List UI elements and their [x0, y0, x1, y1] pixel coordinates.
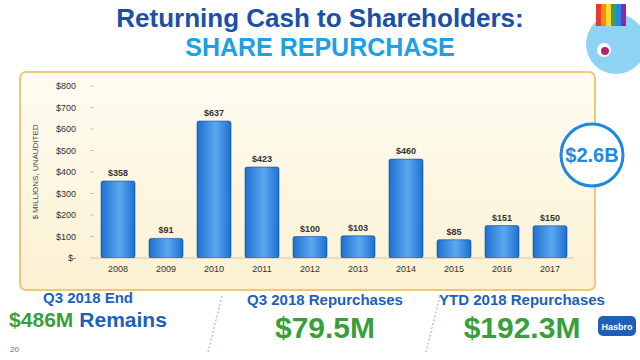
page-number: 20 — [10, 345, 19, 354]
y-tick-label: $200 — [56, 210, 76, 220]
bars — [101, 121, 567, 258]
y-axis-label: $ MILLIONS, UNAUDITED — [31, 124, 40, 219]
slide-canvas: Returning Cash to Shareholders:SHARE REP… — [0, 0, 640, 360]
data-label: $103 — [348, 223, 368, 233]
data-label: $100 — [300, 224, 320, 234]
x-tick-label: 2012 — [300, 264, 320, 274]
y-tick-label: $700 — [56, 103, 76, 113]
callout-value: $79.5M — [275, 311, 375, 344]
x-tick-label: 2009 — [156, 264, 176, 274]
mascot-mane — [621, 4, 626, 26]
bar — [437, 240, 471, 258]
y-tick-label: $600 — [56, 124, 76, 134]
callout-value: $192.3M — [464, 311, 581, 344]
callout-value: $486M — [9, 308, 73, 331]
x-tick-label: 2013 — [348, 264, 368, 274]
x-tick-label: 2008 — [108, 264, 128, 274]
y-tick-label: $500 — [56, 146, 76, 156]
y-tick — [90, 150, 94, 151]
y-tick — [90, 172, 94, 173]
slide: Returning Cash to Shareholders:SHARE REP… — [0, 0, 640, 360]
bar — [389, 159, 423, 258]
x-tick-label: 2010 — [204, 264, 224, 274]
y-tick-label: $300 — [56, 189, 76, 199]
chart-panel — [20, 72, 595, 290]
bar — [197, 121, 231, 258]
bar — [341, 236, 375, 258]
data-label: $460 — [396, 146, 416, 156]
bar — [533, 226, 567, 258]
y-tick — [90, 193, 94, 194]
data-label: $85 — [446, 227, 461, 237]
y-tick-label: $400 — [56, 167, 76, 177]
y-tick — [90, 86, 94, 87]
total-badge: $2.6B — [561, 124, 623, 186]
mascot — [586, 4, 640, 74]
logo-badge — [598, 316, 636, 336]
bar — [293, 237, 327, 259]
y-tick — [90, 215, 94, 216]
mascot-mane — [596, 4, 601, 26]
mascot-mane — [601, 4, 606, 26]
total-badge-circle — [561, 124, 623, 186]
x-tick-label: 2017 — [540, 264, 560, 274]
x-tick-label: 2016 — [492, 264, 512, 274]
mascot-mane — [606, 4, 611, 26]
data-label: $358 — [108, 168, 128, 178]
logo-text: Hasbro — [601, 322, 633, 332]
data-label: $423 — [252, 154, 272, 164]
x-axis: 2008 2009 2010 2011 2012 2013 2014 2015 2016 2017 — [108, 264, 560, 274]
title: Returning Cash to Shareholders: — [116, 3, 523, 33]
callouts: Q3 2018 End $486M Remains Q3 2018 Repurchas… — [9, 289, 605, 352]
mascot-mane — [611, 4, 616, 26]
data-labels: $358 $91 $637 $423 $100 $103 $460 $85 $151 $150 — [108, 108, 560, 237]
bar — [101, 181, 135, 258]
x-tick-label: 2015 — [444, 264, 464, 274]
y-tick — [90, 107, 94, 108]
y-tick-label: $800 — [56, 81, 76, 91]
y-tick — [90, 129, 94, 130]
callout-label: Q3 2018 End — [43, 289, 133, 306]
callout-label: Q3 2018 Repurchases — [247, 291, 403, 308]
y-tick-label: $100 — [56, 232, 76, 242]
x-tick-label: 2014 — [396, 264, 416, 274]
callout-suffix: Remains — [79, 308, 167, 331]
mascot-mane — [616, 4, 621, 26]
bar — [485, 226, 519, 258]
bar — [245, 167, 279, 258]
logo: Hasbro — [598, 316, 636, 336]
y-axis: $- $100 $200 $300 $400 $500 $600 $700 $800 — [56, 81, 94, 263]
mascot-eye — [597, 43, 611, 57]
x-tick-label: 2011 — [252, 264, 271, 274]
separator — [208, 296, 222, 352]
y-tick-label: $- — [68, 253, 76, 263]
data-label: $637 — [204, 108, 224, 118]
data-label: $91 — [158, 225, 173, 235]
y-tick — [90, 236, 94, 237]
bar — [149, 238, 183, 258]
data-label: $150 — [540, 213, 560, 223]
y-tick — [90, 258, 94, 259]
annotation: $2.6B — [565, 144, 618, 166]
separator — [426, 296, 440, 352]
mascot-pupil — [601, 47, 609, 55]
data-label: $151 — [492, 213, 512, 223]
subtitle: SHARE REPURCHASE — [185, 33, 454, 61]
callout-value-line: $486M Remains — [9, 308, 167, 331]
callout-label: YTD 2018 Repurchases — [439, 291, 605, 308]
